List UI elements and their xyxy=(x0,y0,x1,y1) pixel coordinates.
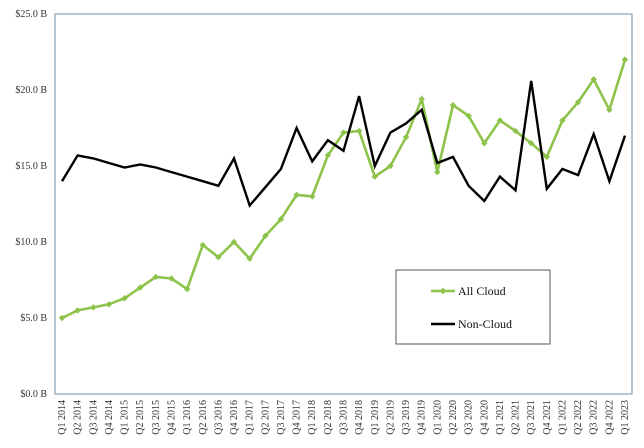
data-point xyxy=(543,153,551,161)
series-layer xyxy=(58,56,629,322)
x-tick-label: Q3 2022 xyxy=(589,400,600,435)
data-point xyxy=(527,140,535,147)
data-point xyxy=(74,307,81,314)
legend-label: Non-Cloud xyxy=(458,317,512,331)
x-tick-label: Q3 2018 xyxy=(339,400,350,435)
x-tick-label: Q2 2015 xyxy=(135,400,146,435)
y-tick-label: $0.0 B xyxy=(20,389,47,400)
data-point xyxy=(590,76,597,83)
data-point xyxy=(90,304,97,311)
x-tick-label: Q4 2019 xyxy=(417,400,428,435)
data-point xyxy=(277,216,285,223)
x-tick-label: Q2 2017 xyxy=(260,400,271,435)
x-tick-label: Q2 2014 xyxy=(73,400,84,435)
x-tick-label: Q4 2016 xyxy=(229,400,240,435)
legend-label: All Cloud xyxy=(458,284,506,298)
data-point xyxy=(559,117,566,124)
x-tick-label: Q1 2022 xyxy=(557,400,568,435)
data-point xyxy=(199,241,206,249)
x-tick-label: Q2 2016 xyxy=(198,400,209,435)
data-point xyxy=(387,162,394,170)
y-tick-label: $5.0 B xyxy=(20,313,47,324)
y-tick-label: $15.0 B xyxy=(15,161,47,172)
x-tick-label: Q1 2021 xyxy=(495,400,506,435)
data-point xyxy=(309,193,316,200)
data-point xyxy=(606,106,613,113)
x-tick-label: Q2 2021 xyxy=(511,400,522,435)
x-tick-label: Q3 2014 xyxy=(88,400,99,435)
data-point xyxy=(465,112,472,120)
x-tick-label: Q2 2019 xyxy=(385,400,396,435)
data-point xyxy=(621,56,629,63)
data-point xyxy=(246,255,253,262)
data-point xyxy=(402,133,410,141)
x-tick-label: Q3 2020 xyxy=(464,400,475,435)
x-tick-label: Q2 2022 xyxy=(573,400,584,435)
x-tick-label: Q1 2023 xyxy=(620,400,631,435)
data-point xyxy=(58,314,66,322)
series-line-non-cloud xyxy=(60,80,627,208)
plot-area-border xyxy=(54,13,633,395)
x-axis-ticks: Q1 2014 Q2 2014 Q3 2014 Q4 2014 Q1 2015 Q2 20… xyxy=(57,400,631,435)
data-point xyxy=(418,95,425,103)
data-point xyxy=(481,140,488,147)
data-point xyxy=(152,273,160,281)
data-point xyxy=(215,254,222,261)
legend-marker xyxy=(439,287,447,295)
data-point xyxy=(183,285,191,293)
data-point xyxy=(512,127,519,135)
data-point xyxy=(262,232,269,240)
data-point xyxy=(574,98,582,106)
data-point xyxy=(371,173,378,180)
data-point xyxy=(434,168,441,176)
data-point xyxy=(449,102,457,109)
x-tick-label: Q1 2019 xyxy=(370,400,381,435)
x-tick-label: Q4 2018 xyxy=(354,400,365,435)
x-tick-label: Q1 2020 xyxy=(432,400,443,435)
data-point xyxy=(105,301,113,308)
x-tick-label: Q4 2022 xyxy=(604,400,615,435)
data-point xyxy=(136,284,144,291)
data-point xyxy=(496,117,504,124)
x-tick-label: Q3 2021 xyxy=(526,400,537,435)
data-point xyxy=(293,191,300,199)
x-tick-label: Q4 2014 xyxy=(104,400,115,435)
x-tick-label: Q1 2015 xyxy=(120,400,131,435)
x-tick-label: Q3 2017 xyxy=(276,400,287,435)
data-point xyxy=(121,295,128,302)
x-tick-label: Q1 2017 xyxy=(245,400,256,435)
y-axis-ticks: $0.0 B $5.0 B $10.0 B $15.0 B $20.0 B $25.0 B xyxy=(15,9,47,400)
x-tick-label: Q1 2018 xyxy=(307,400,318,435)
x-tick-label: Q3 2016 xyxy=(213,400,224,435)
data-point xyxy=(230,238,238,246)
y-tick-label: $10.0 B xyxy=(15,237,47,248)
data-point xyxy=(324,152,332,159)
y-tick-label: $25.0 B xyxy=(15,9,47,20)
x-tick-label: Q3 2019 xyxy=(401,400,412,435)
data-point xyxy=(355,127,363,135)
x-tick-label: Q1 2016 xyxy=(182,400,193,435)
x-tick-label: Q2 2018 xyxy=(323,400,334,435)
data-point xyxy=(340,129,347,136)
x-tick-label: Q4 2020 xyxy=(479,400,490,435)
legend: All Cloud Non-Cloud xyxy=(395,269,551,345)
x-tick-label: Q4 2017 xyxy=(292,400,303,435)
data-point xyxy=(168,275,175,282)
x-tick-label: Q1 2014 xyxy=(57,400,68,435)
x-tick-label: Q3 2015 xyxy=(151,400,162,435)
x-tick-label: Q4 2015 xyxy=(166,400,177,435)
legend-box xyxy=(395,269,551,345)
x-tick-label: Q2 2020 xyxy=(448,400,459,435)
x-tick-label: Q4 2021 xyxy=(542,400,553,435)
y-tick-label: $20.0 B xyxy=(15,85,47,96)
